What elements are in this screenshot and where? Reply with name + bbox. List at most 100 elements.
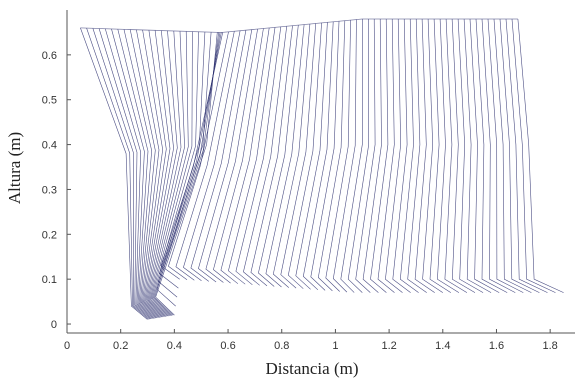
leg-frame-line bbox=[332, 19, 357, 293]
y-axis-title: Altura (m) bbox=[5, 132, 24, 204]
leg-frame-line bbox=[117, 29, 155, 319]
leg-frame-line bbox=[190, 30, 247, 282]
leg-frame-line bbox=[151, 31, 199, 316]
x-tick-label: 0 bbox=[64, 340, 70, 352]
x-tick-label: 1.8 bbox=[543, 340, 558, 352]
leg-frame-line bbox=[325, 20, 351, 292]
x-tick-label: 1.2 bbox=[381, 340, 396, 352]
y-tick-label: 0.2 bbox=[42, 229, 57, 241]
leg-frame-line bbox=[505, 18, 548, 293]
leg-frame-line bbox=[481, 18, 516, 293]
leg-frame-line bbox=[143, 30, 167, 318]
leg-frame-line bbox=[150, 31, 193, 317]
leg-frame-line bbox=[475, 18, 508, 293]
y-tick-label: 0 bbox=[51, 319, 57, 331]
leg-frame-line bbox=[157, 32, 221, 298]
x-tick-label: 1 bbox=[332, 340, 338, 352]
leg-frame-line bbox=[154, 32, 212, 316]
hip-trajectory-line bbox=[80, 18, 518, 33]
y-tick-label: 0.1 bbox=[42, 274, 57, 286]
leg-frame-line bbox=[377, 18, 395, 293]
leg-frame-line bbox=[392, 18, 411, 293]
x-tick-label: 1.4 bbox=[435, 340, 450, 352]
leg-frame-line bbox=[235, 26, 282, 286]
leg-frame-line bbox=[105, 28, 153, 319]
leg-frame-line bbox=[347, 18, 370, 293]
leg-frame-line bbox=[499, 18, 540, 293]
x-tick-label: 0.2 bbox=[113, 340, 128, 352]
leg-frame-line bbox=[517, 18, 564, 293]
leg-frame-line bbox=[265, 24, 305, 288]
x-axis-title: Distancia (m) bbox=[266, 359, 359, 378]
leg-frame-line bbox=[175, 31, 235, 281]
leg-frame-line bbox=[183, 30, 241, 282]
leg-frame-line bbox=[80, 27, 148, 320]
leg-frame-line bbox=[168, 31, 229, 280]
leg-frame-line bbox=[385, 18, 403, 293]
leg-frame-line bbox=[145, 30, 174, 318]
x-tick-label: 0.8 bbox=[274, 340, 289, 352]
leg-frame-line bbox=[469, 18, 500, 293]
leg-frame-line bbox=[258, 25, 299, 287]
leg-frame-line bbox=[295, 22, 328, 290]
leg-frame-line bbox=[287, 22, 322, 289]
leg-frame-line bbox=[340, 19, 363, 293]
x-tick-label: 0.6 bbox=[220, 340, 235, 352]
leg-frame-line bbox=[250, 25, 293, 287]
leg-frame-line bbox=[511, 18, 556, 293]
leg-frame-line bbox=[98, 28, 152, 320]
leg-frame-line bbox=[302, 21, 334, 291]
leg-frame-line bbox=[414, 18, 435, 293]
leg-frame-line bbox=[111, 28, 154, 319]
leg-frame-line bbox=[86, 28, 149, 320]
axes: 0 0.2 0.4 0.6 0.8 1 1.2 1.4 1.6 1.8 0 0.1 0.2 0.3 0.4 0… bbox=[42, 10, 575, 352]
leg-frame-line bbox=[228, 27, 276, 285]
leg-frame-line bbox=[159, 32, 222, 289]
x-tick-label: 0.4 bbox=[167, 340, 182, 352]
leg-frame-line bbox=[370, 18, 389, 293]
leg-frame-line bbox=[457, 18, 484, 293]
leg-frame-line bbox=[153, 31, 206, 316]
x-tick-label: 1.6 bbox=[489, 340, 504, 352]
leg-frame-line bbox=[272, 23, 311, 288]
leg-frame-line bbox=[362, 18, 382, 293]
y-tick-label: 0.5 bbox=[42, 95, 57, 107]
leg-frame-line bbox=[205, 29, 258, 283]
leg-frame-line bbox=[146, 30, 178, 317]
leg-frame-line bbox=[422, 18, 443, 293]
leg-frame-line bbox=[487, 18, 524, 293]
leg-frame-line bbox=[149, 31, 189, 317]
leg-frame-line bbox=[317, 20, 346, 292]
leg-frame-line bbox=[155, 32, 218, 316]
leg-frame-line bbox=[160, 32, 223, 280]
leg-frame-line bbox=[144, 30, 171, 318]
leg-frame-line bbox=[213, 28, 264, 284]
leg-frame-line bbox=[429, 18, 451, 293]
leg-frame-line bbox=[437, 18, 460, 293]
leg-frame-line bbox=[156, 32, 219, 307]
y-tick-label: 0.4 bbox=[42, 140, 57, 152]
leg-frame-line bbox=[243, 26, 287, 286]
leg-frame-line bbox=[399, 18, 419, 293]
leg-frame-line bbox=[147, 30, 182, 317]
leg-frame-line bbox=[220, 27, 270, 284]
leg-frame-line bbox=[280, 23, 316, 289]
leg-frame-line bbox=[92, 28, 151, 320]
y-tick-label: 0.3 bbox=[42, 184, 57, 196]
y-tick-label: 0.6 bbox=[42, 50, 57, 62]
leg-frame-line bbox=[493, 18, 532, 293]
leg-frame-line bbox=[129, 29, 158, 319]
leg-frame-line bbox=[123, 29, 157, 319]
leg-frame-line bbox=[444, 18, 468, 293]
leg-frame-line bbox=[407, 18, 427, 293]
leg-frame-line bbox=[463, 18, 492, 293]
leg-frame-line bbox=[355, 18, 376, 293]
leg-frame-line bbox=[142, 29, 164, 318]
leg-frame-line bbox=[136, 29, 160, 318]
plot-area bbox=[80, 18, 564, 320]
leg-frame-line bbox=[198, 29, 253, 283]
leg-frame-line bbox=[148, 31, 185, 317]
leg-frame-line bbox=[451, 18, 476, 293]
leg-frame-line bbox=[310, 21, 340, 291]
